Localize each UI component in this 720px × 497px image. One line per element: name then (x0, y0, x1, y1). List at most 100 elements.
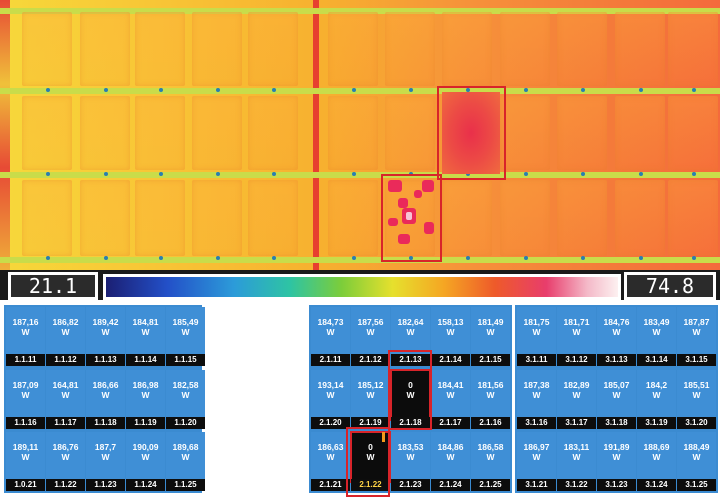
panel-cell[interactable]: 181,71 W (557, 307, 596, 357)
panel-cell[interactable]: 187,7 W (86, 432, 125, 482)
panel-id-label: 3.1.23 (597, 479, 636, 491)
panel-power-value: 186,82 (52, 317, 79, 327)
thermal-panel-cell (248, 180, 298, 256)
panel-power-unit: W (61, 327, 70, 337)
panel-cell[interactable]: 189,68 W (166, 432, 205, 482)
thermal-panel-cell (442, 180, 492, 256)
panel-power-value: 182,89 (563, 380, 590, 390)
panel-cell[interactable]: 185,12 W (351, 370, 390, 420)
panel-cell[interactable]: 187,16 W (6, 307, 45, 357)
panel-cell[interactable]: 184,76 W (597, 307, 636, 357)
panel-id-label: 1.1.15 (166, 354, 205, 366)
panel-power-value: 187,7 (94, 442, 117, 452)
thermal-panel-cell (328, 12, 378, 86)
panel-id-label: 1.0.21 (6, 479, 45, 491)
panel-power-value: 189,11 (12, 442, 39, 452)
mount-bolt (639, 88, 643, 92)
panel-id-label: 2.1.14 (431, 354, 470, 366)
panel-cell[interactable]: 187,87 W (677, 307, 716, 357)
panel-cell[interactable]: 186,76 W (46, 432, 85, 482)
panel-power-value: 185,49 (172, 317, 199, 327)
panel-power-unit: W (572, 452, 581, 462)
panel-cell[interactable]: 185,51 W (677, 370, 716, 420)
panel-cell[interactable]: 186,66 W (86, 370, 125, 420)
string-separator (313, 0, 319, 300)
panel-id-label: 3.1.19 (637, 417, 676, 429)
panel-cell[interactable]: 185,07 W (597, 370, 636, 420)
panel-power-value: 187,09 (12, 380, 39, 390)
mount-bolt (581, 88, 585, 92)
panel-cell[interactable]: 181,56 W (471, 370, 510, 420)
panel-power-value: 164,81 (52, 380, 79, 390)
panel-cell[interactable]: 186,82 W (46, 307, 85, 357)
anomaly-box-1[interactable] (437, 86, 506, 180)
panel-power-value: 182,58 (172, 380, 199, 390)
panel-cell[interactable]: 189,42 W (86, 307, 125, 357)
thermal-panel-cell (500, 96, 550, 170)
panel-cell[interactable]: 186,98 W (126, 370, 165, 420)
panel-cell[interactable]: 184,81 W (126, 307, 165, 357)
panel-cell[interactable]: 187,09 W (6, 370, 45, 420)
panel-cell[interactable]: 183,49 W (637, 307, 676, 357)
thermal-panel-cell (192, 96, 242, 170)
panel-cell[interactable]: 188,69 W (637, 432, 676, 482)
panel-cell[interactable]: 189,11 W (6, 432, 45, 482)
panel-cell[interactable]: 193,14 W (311, 370, 350, 420)
panel-power-value: 188,49 (683, 442, 710, 452)
thermal-panel-cell (442, 12, 492, 86)
panel-power-unit: W (101, 390, 110, 400)
panel-id-label: 2.1.17 (431, 417, 470, 429)
panel-cell[interactable]: 188,49 W (677, 432, 716, 482)
thermal-panel-cell (500, 180, 550, 256)
panel-cell[interactable]: 181,75 W (517, 307, 556, 357)
panel-cell[interactable]: 190,09 W (126, 432, 165, 482)
panel-cell[interactable]: 181,49 W (471, 307, 510, 357)
panel-cell[interactable]: 184,86 W (431, 432, 470, 482)
panel-cell[interactable]: 187,56 W (351, 307, 390, 357)
mount-bolt (466, 172, 470, 176)
panel-id-label: 1.1.11 (6, 354, 45, 366)
panel-cell[interactable]: 186,58 W (471, 432, 510, 482)
panel-cell[interactable]: 183,53 W (391, 432, 430, 482)
panel-cell[interactable]: 182,58 W (166, 370, 205, 420)
panel-cell[interactable]: 186,97 W (517, 432, 556, 482)
panel-cell[interactable]: 186,63 W (311, 432, 350, 482)
panel-power-value: 191,89 (603, 442, 630, 452)
hot-spot (398, 198, 408, 208)
mount-bolt (466, 256, 470, 260)
panel-power-value: 186,58 (477, 442, 504, 452)
panel-id-label: 2.1.21 (311, 479, 350, 491)
panel-id-label: 3.1.14 (637, 354, 676, 366)
thermal-panel-cell (615, 12, 665, 86)
hot-spot (414, 190, 422, 198)
panel-cell[interactable]: 185,49 W (166, 307, 205, 357)
mount-bolt (581, 172, 585, 176)
panel-cell[interactable]: 184,41 W (431, 370, 470, 420)
panel-power-unit: W (692, 390, 701, 400)
panel-cell[interactable]: 184,73 W (311, 307, 350, 357)
panel-cell[interactable]: 182,89 W (557, 370, 596, 420)
panel-cell[interactable]: 184,2 W (637, 370, 676, 420)
panel-power-value: 184,86 (437, 442, 464, 452)
panel-cell[interactable]: 164,81 W (46, 370, 85, 420)
panel-power-value: 185,12 (357, 380, 384, 390)
panel-cell[interactable]: 191,89 W (597, 432, 636, 482)
panel-id-label: 3.1.25 (677, 479, 716, 491)
mount-bolt (524, 172, 528, 176)
anomaly-box-2[interactable] (381, 174, 442, 262)
mount-bolt (692, 172, 696, 176)
mount-bolt (46, 256, 50, 260)
panel-cell[interactable]: 158,13 W (431, 307, 470, 357)
panel-cell[interactable]: 183,11 W (557, 432, 596, 482)
mount-bolt (581, 256, 585, 260)
panel-power-unit: W (652, 327, 661, 337)
panel-power-value: 0 (408, 380, 413, 390)
panel-cell[interactable]: 182,64 W (391, 307, 430, 357)
mount-bolt (272, 88, 276, 92)
panel-power-unit: W (366, 327, 375, 337)
panel-cell[interactable]: 187,38 W (517, 370, 556, 420)
panel-power-unit: W (61, 390, 70, 400)
panel-power-value: 183,11 (563, 442, 590, 452)
panel-power-value: 187,87 (683, 317, 710, 327)
